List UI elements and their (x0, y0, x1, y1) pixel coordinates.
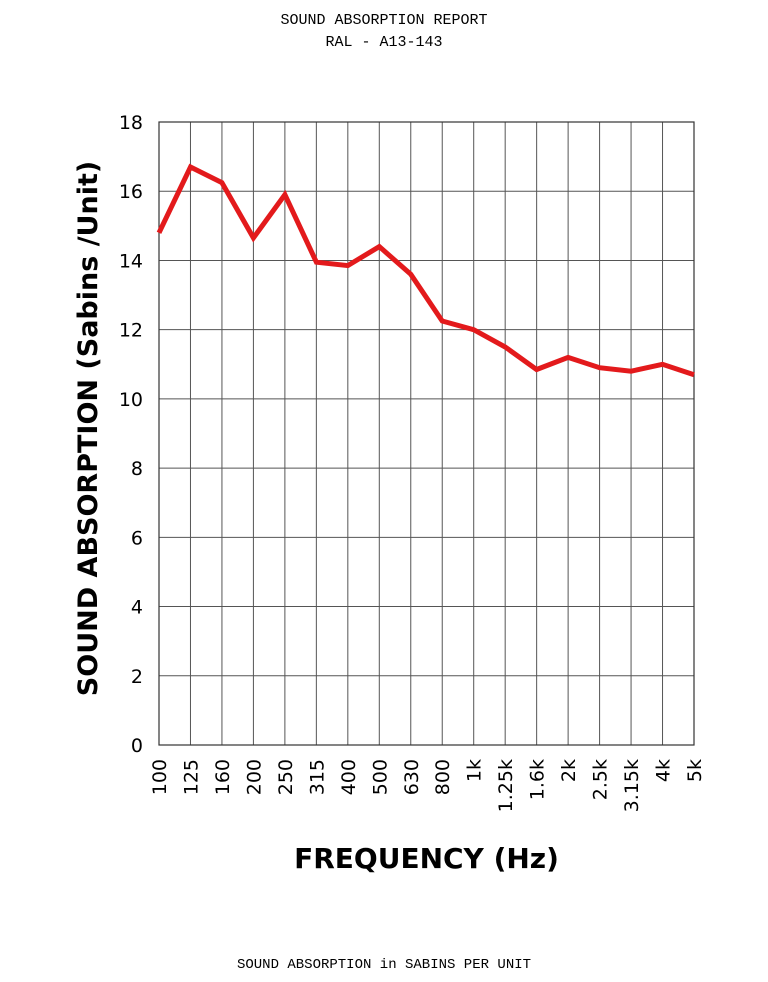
x-tick-label: 4k (653, 759, 675, 782)
x-tick-label: 1.6k (527, 759, 549, 800)
x-tick-label: 125 (180, 759, 202, 795)
y-tick-label: 0 (131, 735, 143, 757)
x-tick-label: 3.15k (621, 759, 643, 812)
series-line (156, 163, 695, 378)
y-tick-label: 4 (131, 597, 143, 619)
x-tick-label: 630 (401, 759, 423, 795)
x-axis-label: FREQUENCY (Hz) (294, 842, 559, 875)
y-tick-label: 8 (131, 458, 143, 480)
x-tick-label: 5k (684, 759, 706, 782)
series-layer (156, 163, 695, 378)
x-tick-labels: 100 125 160 200 250 315 400 500 630 800 1k 1.25k 1.6… (149, 759, 706, 812)
chart-header: SOUND ABSORPTION REPORT RAL - A13-143 (0, 10, 768, 54)
x-tick-label: 100 (149, 759, 171, 795)
x-tick-label: 400 (338, 759, 360, 795)
y-tick-label: 2 (131, 666, 143, 688)
y-tick-label: 12 (119, 320, 143, 342)
y-tick-labels: 0 2 4 6 8 10 12 14 16 18 (119, 112, 143, 757)
x-tick-label: 1.25k (495, 759, 517, 812)
x-tick-label: 500 (369, 759, 391, 795)
y-tick-label: 10 (119, 389, 143, 411)
x-tick-label: 800 (432, 759, 454, 795)
x-tick-label: 250 (275, 759, 297, 795)
grid (158, 121, 695, 746)
y-axis-label: SOUND ABSORPTION (Sabins /Unit) (73, 161, 104, 696)
x-tick-label: 200 (243, 759, 265, 795)
x-tick-label: 2k (558, 759, 580, 782)
chart-title: SOUND ABSORPTION REPORT (280, 12, 488, 29)
x-tick-label: 1k (464, 759, 486, 782)
y-tick-label: 18 (119, 112, 143, 134)
x-tick-label: 315 (306, 759, 328, 795)
chart-caption: SOUND ABSORPTION in SABINS PER UNIT (236, 957, 532, 973)
y-tick-label: 14 (119, 250, 143, 272)
plot-frame (158, 121, 695, 746)
y-tick-label: 6 (131, 527, 143, 549)
chart-subtitle: RAL - A13-143 (325, 34, 443, 51)
y-tick-label: 16 (119, 181, 143, 203)
x-tick-label: 2.5k (590, 759, 612, 800)
line-chart: 0 2 4 6 8 10 12 14 16 18 100 125 160 200 250 315 400 500… (73, 112, 706, 875)
x-tick-label: 160 (212, 759, 234, 795)
